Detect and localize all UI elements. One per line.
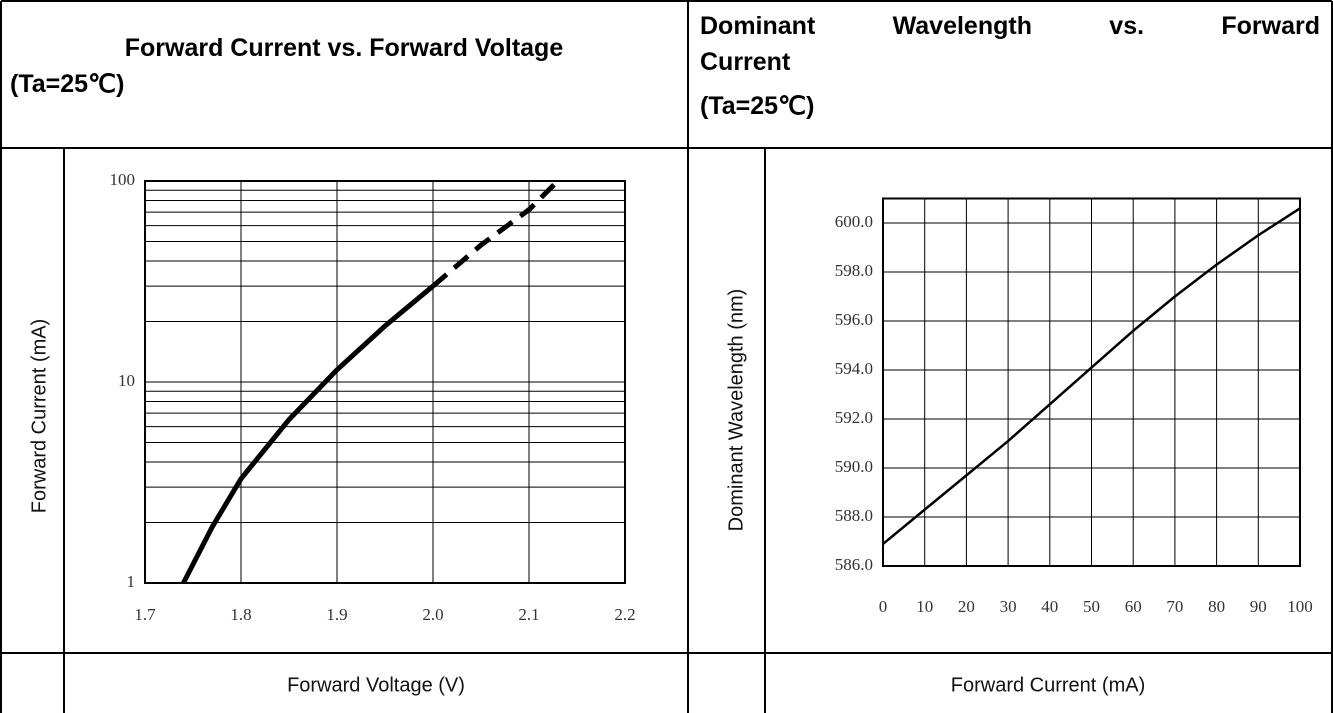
y-tick-label: 598.0: [835, 261, 873, 280]
x-tick-label: 2.1: [518, 605, 539, 624]
x-tick-label: 1.7: [134, 605, 156, 624]
y-tick-label: 590.0: [835, 457, 873, 476]
chart-subtitle: (Ta=25℃): [700, 92, 815, 120]
data-line: [431, 179, 560, 288]
y-axis-label: Dominant Wavelength (nm): [725, 289, 747, 532]
x-tick-label: 30: [1000, 597, 1017, 616]
x-tick-label: 70: [1166, 597, 1183, 616]
y-axis-label: Forward Current (mA): [28, 319, 50, 513]
x-tick-label: 60: [1125, 597, 1142, 616]
x-tick-label: 90: [1250, 597, 1267, 616]
chart-title: Dominant Wavelength vs. Forward Current: [700, 12, 1320, 76]
chart-subtitle: (Ta=25℃): [10, 70, 125, 98]
y-tick-label: 1: [127, 572, 136, 591]
data-line: [882, 207, 1301, 545]
x-tick-label: 100: [1287, 597, 1313, 616]
y-tick-label: 100: [110, 170, 136, 189]
x-tick-label: 80: [1208, 597, 1225, 616]
y-tick-label: 594.0: [835, 359, 873, 378]
x-tick-label: 10: [916, 597, 933, 616]
y-tick-label: 10: [118, 371, 135, 390]
x-tick-label: 2.0: [422, 605, 443, 624]
x-axis-label: Forward Voltage (V): [287, 674, 465, 696]
y-tick-label: 588.0: [835, 506, 873, 525]
data-line: [181, 284, 435, 585]
title-cell: Forward Current vs. Forward Voltage (Ta=…: [10, 30, 678, 102]
title-cell: Dominant Wavelength vs. Forward Current …: [700, 8, 1320, 124]
x-tick-label: 50: [1083, 597, 1100, 616]
x-axis-label: Forward Current (mA): [951, 674, 1145, 696]
x-tick-label: 40: [1041, 597, 1058, 616]
plot-frame: [882, 197, 1301, 567]
x-tick-label: 1.9: [326, 605, 347, 624]
x-tick-label: 20: [958, 597, 975, 616]
plot-frame: [144, 180, 626, 584]
y-tick-label: 592.0: [835, 408, 873, 427]
y-tick-label: 600.0: [835, 212, 873, 231]
x-tick-label: 0: [879, 597, 888, 616]
y-tick-label: 596.0: [835, 310, 873, 329]
x-tick-label: 2.2: [614, 605, 635, 624]
x-tick-label: 1.8: [230, 605, 251, 624]
y-tick-label: 586.0: [835, 555, 873, 574]
chart-title: Forward Current vs. Forward Voltage: [124, 34, 564, 62]
